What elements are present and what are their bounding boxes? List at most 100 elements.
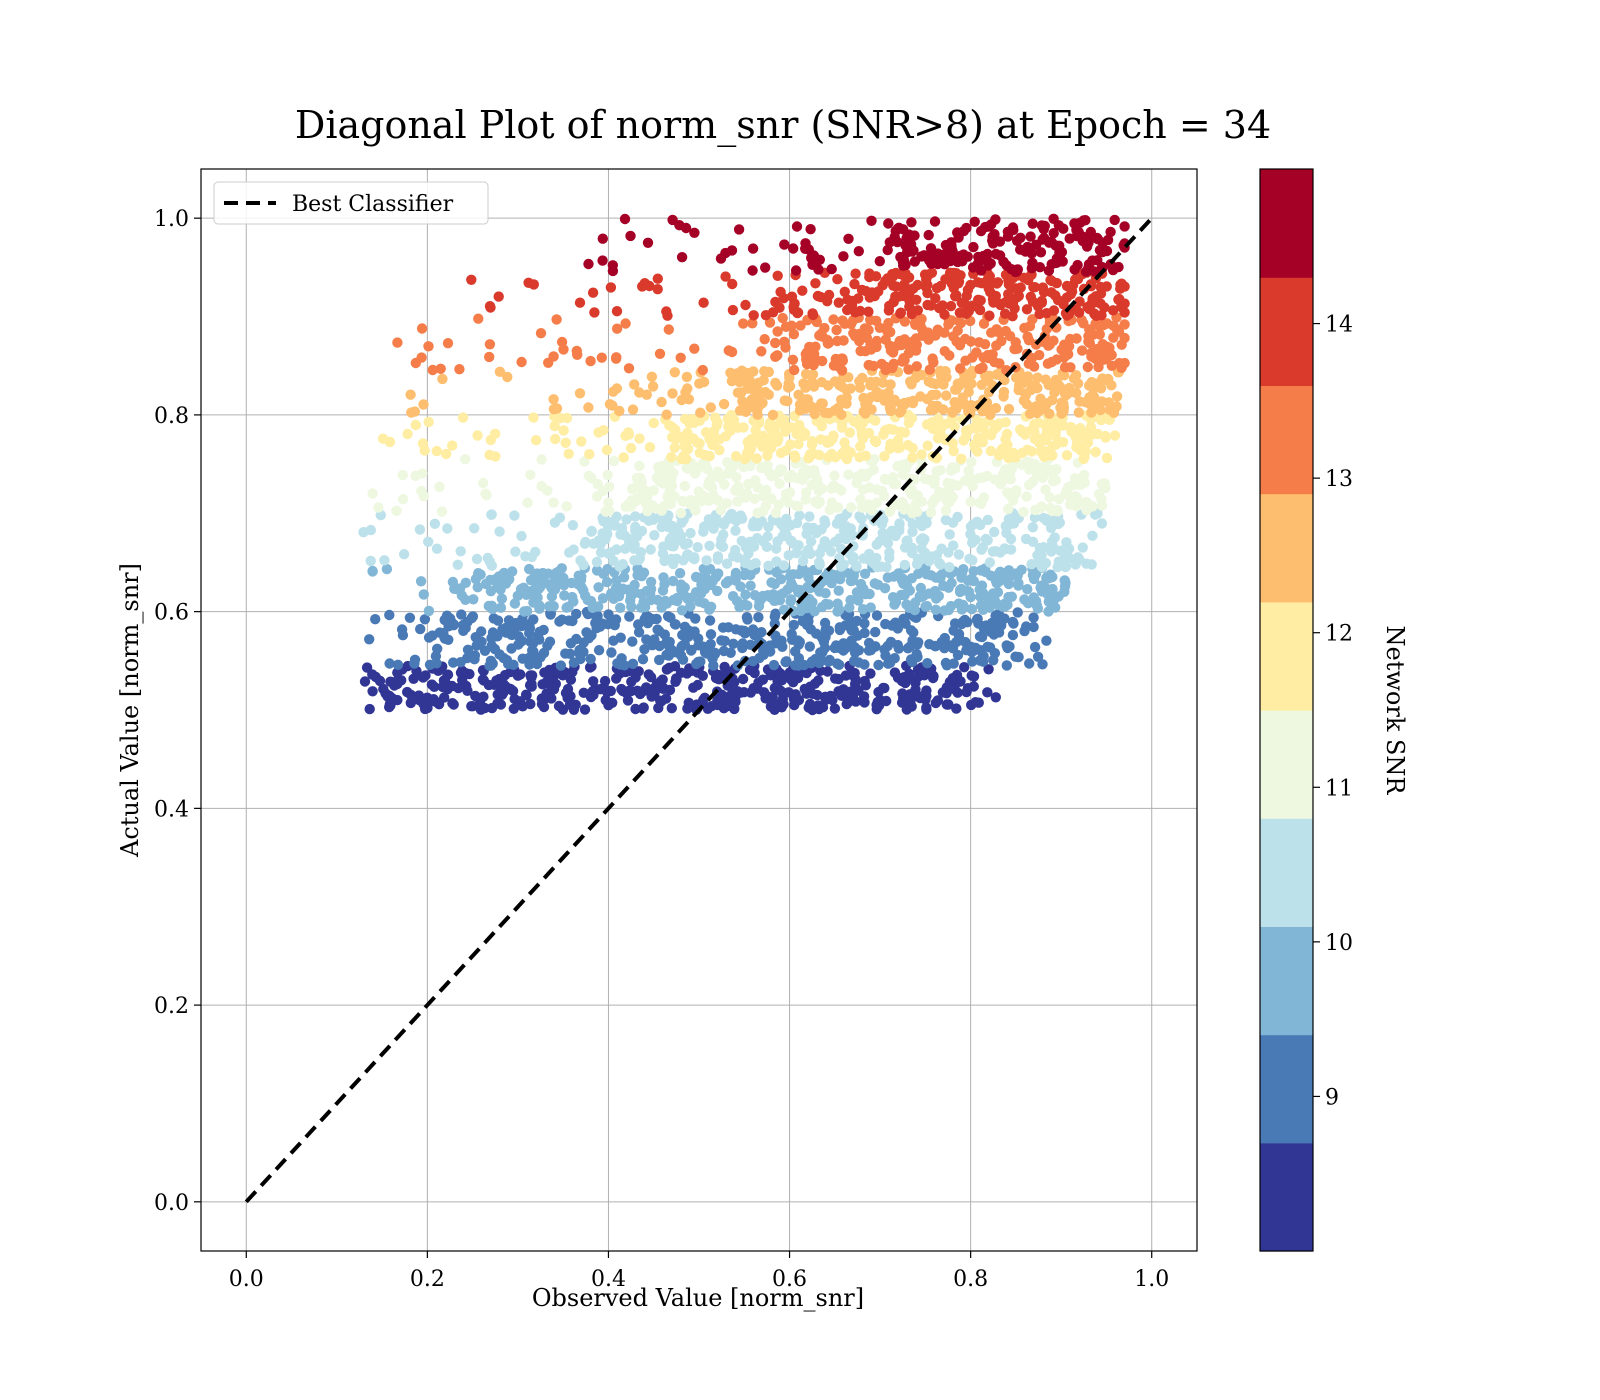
- scatter-point: [834, 362, 845, 373]
- scatter-point: [1037, 659, 1048, 670]
- scatter-point: [793, 540, 804, 551]
- scatter-point: [801, 688, 812, 699]
- scatter-point: [793, 389, 804, 400]
- scatter-point: [1012, 264, 1023, 275]
- scatter-point: [1095, 298, 1106, 309]
- scatter-point: [954, 380, 965, 391]
- scatter-point: [1047, 440, 1058, 452]
- scatter-point: [598, 568, 609, 579]
- scatter-point: [983, 664, 994, 675]
- scatter-point: [1059, 575, 1070, 586]
- scatter-point: [899, 589, 910, 601]
- scatter-point: [793, 694, 805, 706]
- scatter-point: [676, 394, 687, 406]
- scatter-point: [929, 404, 940, 415]
- scatter-point: [550, 433, 561, 445]
- scatter-point: [780, 656, 791, 668]
- scatter-point: [802, 469, 813, 480]
- scatter-point: [510, 621, 521, 633]
- scatter-point: [632, 570, 643, 581]
- scatter-point: [730, 544, 741, 556]
- scatter-point: [539, 667, 550, 678]
- scatter-point: [524, 563, 535, 575]
- scatter-point: [951, 336, 962, 347]
- scatter-point: [607, 265, 619, 277]
- scatter-point: [614, 405, 625, 417]
- scatter-point: [1096, 518, 1108, 529]
- x-tick-label: 0.2: [410, 1267, 445, 1292]
- scatter-point: [545, 609, 556, 620]
- scatter-point: [1040, 484, 1051, 495]
- scatter-point: [752, 409, 763, 420]
- scatter-band-6: [405, 365, 1125, 421]
- scatter-point: [871, 610, 883, 621]
- scatter-point: [1021, 399, 1033, 410]
- scatter-point: [1085, 226, 1097, 238]
- scatter-point: [962, 284, 974, 296]
- scatter-point: [645, 544, 656, 555]
- scatter-point: [693, 656, 704, 668]
- scatter-point: [720, 247, 731, 259]
- scatter-point: [894, 407, 906, 418]
- scatter-point: [635, 472, 646, 484]
- scatter-point: [1059, 586, 1070, 597]
- scatter-point: [717, 622, 729, 633]
- scatter-point: [1047, 541, 1058, 552]
- scatter-point: [1026, 559, 1037, 570]
- scatter-point: [930, 293, 941, 304]
- scatter-point: [968, 241, 979, 253]
- scatter-point: [980, 221, 991, 233]
- scatter-point: [970, 644, 982, 655]
- scatter-point: [460, 454, 471, 465]
- scatter-point: [881, 561, 892, 573]
- scatter-point: [669, 442, 680, 453]
- scatter-point: [1077, 542, 1089, 553]
- scatter-point: [694, 447, 705, 458]
- scatter-point: [801, 358, 813, 370]
- scatter-point: [571, 633, 582, 645]
- scatter-point: [922, 287, 933, 299]
- scatter-point: [922, 327, 934, 338]
- scatter-point: [676, 453, 687, 465]
- scatter-point: [1012, 570, 1023, 581]
- scatter-point: [944, 350, 955, 361]
- scatter-point: [712, 554, 723, 565]
- scatter-point: [813, 485, 824, 497]
- scatter-point: [836, 561, 847, 572]
- scatter-point: [843, 233, 854, 244]
- scatter-point: [1085, 394, 1096, 406]
- scatter-point: [548, 394, 559, 405]
- scatter-point: [800, 238, 811, 249]
- scatter-point: [633, 554, 644, 566]
- scatter-point: [969, 216, 980, 227]
- scatter-point: [831, 518, 843, 529]
- scatter-point: [892, 236, 903, 248]
- scatter-point: [947, 673, 958, 684]
- scatter-point: [405, 689, 416, 700]
- scatter-point: [1000, 543, 1011, 555]
- scatter-point: [978, 318, 990, 329]
- scatter-point: [747, 265, 758, 276]
- scatter-point: [879, 644, 890, 655]
- scatter-point: [695, 407, 706, 418]
- scatter-point: [418, 589, 429, 600]
- scatter-point: [860, 471, 871, 482]
- scatter-point: [1055, 545, 1066, 556]
- legend-box: [213, 181, 489, 225]
- scatter-point: [1061, 450, 1073, 461]
- scatter-point: [728, 638, 739, 649]
- legend-label: Best Classifier: [292, 192, 454, 217]
- scatter-point: [952, 227, 963, 238]
- scatter-point: [484, 660, 495, 671]
- colorbar: [1260, 169, 1313, 1252]
- scatter-point: [589, 307, 600, 318]
- scatter-point: [822, 296, 833, 307]
- scatter-point: [630, 587, 641, 598]
- scatter-point: [1076, 345, 1088, 356]
- scatter-point: [679, 590, 690, 601]
- scatter-point: [964, 553, 975, 564]
- scatter-point: [745, 580, 756, 591]
- scatter-point: [1064, 233, 1075, 244]
- scatter-point: [834, 574, 846, 585]
